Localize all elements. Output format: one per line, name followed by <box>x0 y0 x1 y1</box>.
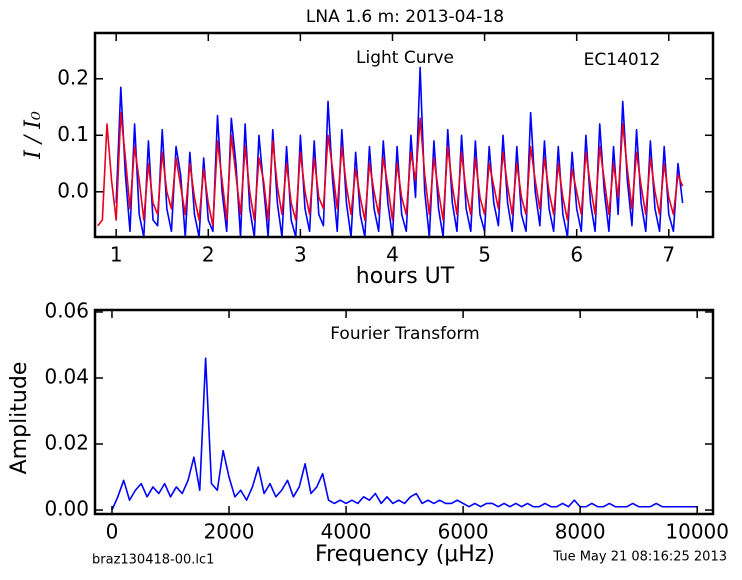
y-tick-label: 0.0 <box>57 178 89 202</box>
plot-frame <box>93 308 715 516</box>
series-line <box>111 357 698 511</box>
x-tick-label: 8000 <box>555 520 606 544</box>
footer-right: Tue May 21 08:16:25 2013 <box>552 550 727 565</box>
series-line <box>97 111 684 227</box>
panel: 0 2000 4000 6000 8000 10000 0.00 0.02 0.04 0.06 Fr… <box>7 298 729 567</box>
x-tick-label: 4 <box>386 243 399 267</box>
x-tick-label: 2 <box>202 243 215 267</box>
annotation: EC14012 <box>584 50 661 70</box>
y-tick-label: 0.04 <box>44 365 89 389</box>
chart-title: LNA 1.6 m: 2013-04-18 <box>306 7 504 27</box>
y-tick-label: 0.06 <box>44 298 89 322</box>
panel: 1 2 3 4 5 6 7 0.0 0.1 0.2 hours UT I / I₀ Light Curv… <box>21 31 715 289</box>
annotation: Light Curve <box>356 48 454 68</box>
x-axis-label: hours UT <box>356 264 455 289</box>
y-tick-label: 0.2 <box>57 65 89 89</box>
x-tick-label: 6 <box>570 243 583 267</box>
x-tick-label: 0 <box>106 520 119 544</box>
footer-left: braz130418-00.lc1 <box>92 553 214 568</box>
series-line <box>115 66 684 237</box>
annotation: Fourier Transform <box>330 324 479 344</box>
x-tick-label: 6000 <box>438 520 489 544</box>
x-tick-label: 5 <box>478 243 491 267</box>
y-tick-label: 0.1 <box>57 122 89 146</box>
x-axis-label: Frequency (μHz) <box>315 542 495 567</box>
y-axis-label: I / I₀ <box>21 111 46 160</box>
y-axis-label: Amplitude <box>7 362 32 475</box>
x-tick-label: 1 <box>110 243 123 267</box>
x-tick-label: 7 <box>662 243 675 267</box>
y-tick-label: 0.00 <box>44 497 89 521</box>
x-tick-label: 2000 <box>204 520 255 544</box>
x-tick-label: 3 <box>294 243 307 267</box>
x-tick-label: 10000 <box>665 520 729 544</box>
x-tick-label: 4000 <box>321 520 372 544</box>
y-tick-label: 0.02 <box>44 431 89 455</box>
